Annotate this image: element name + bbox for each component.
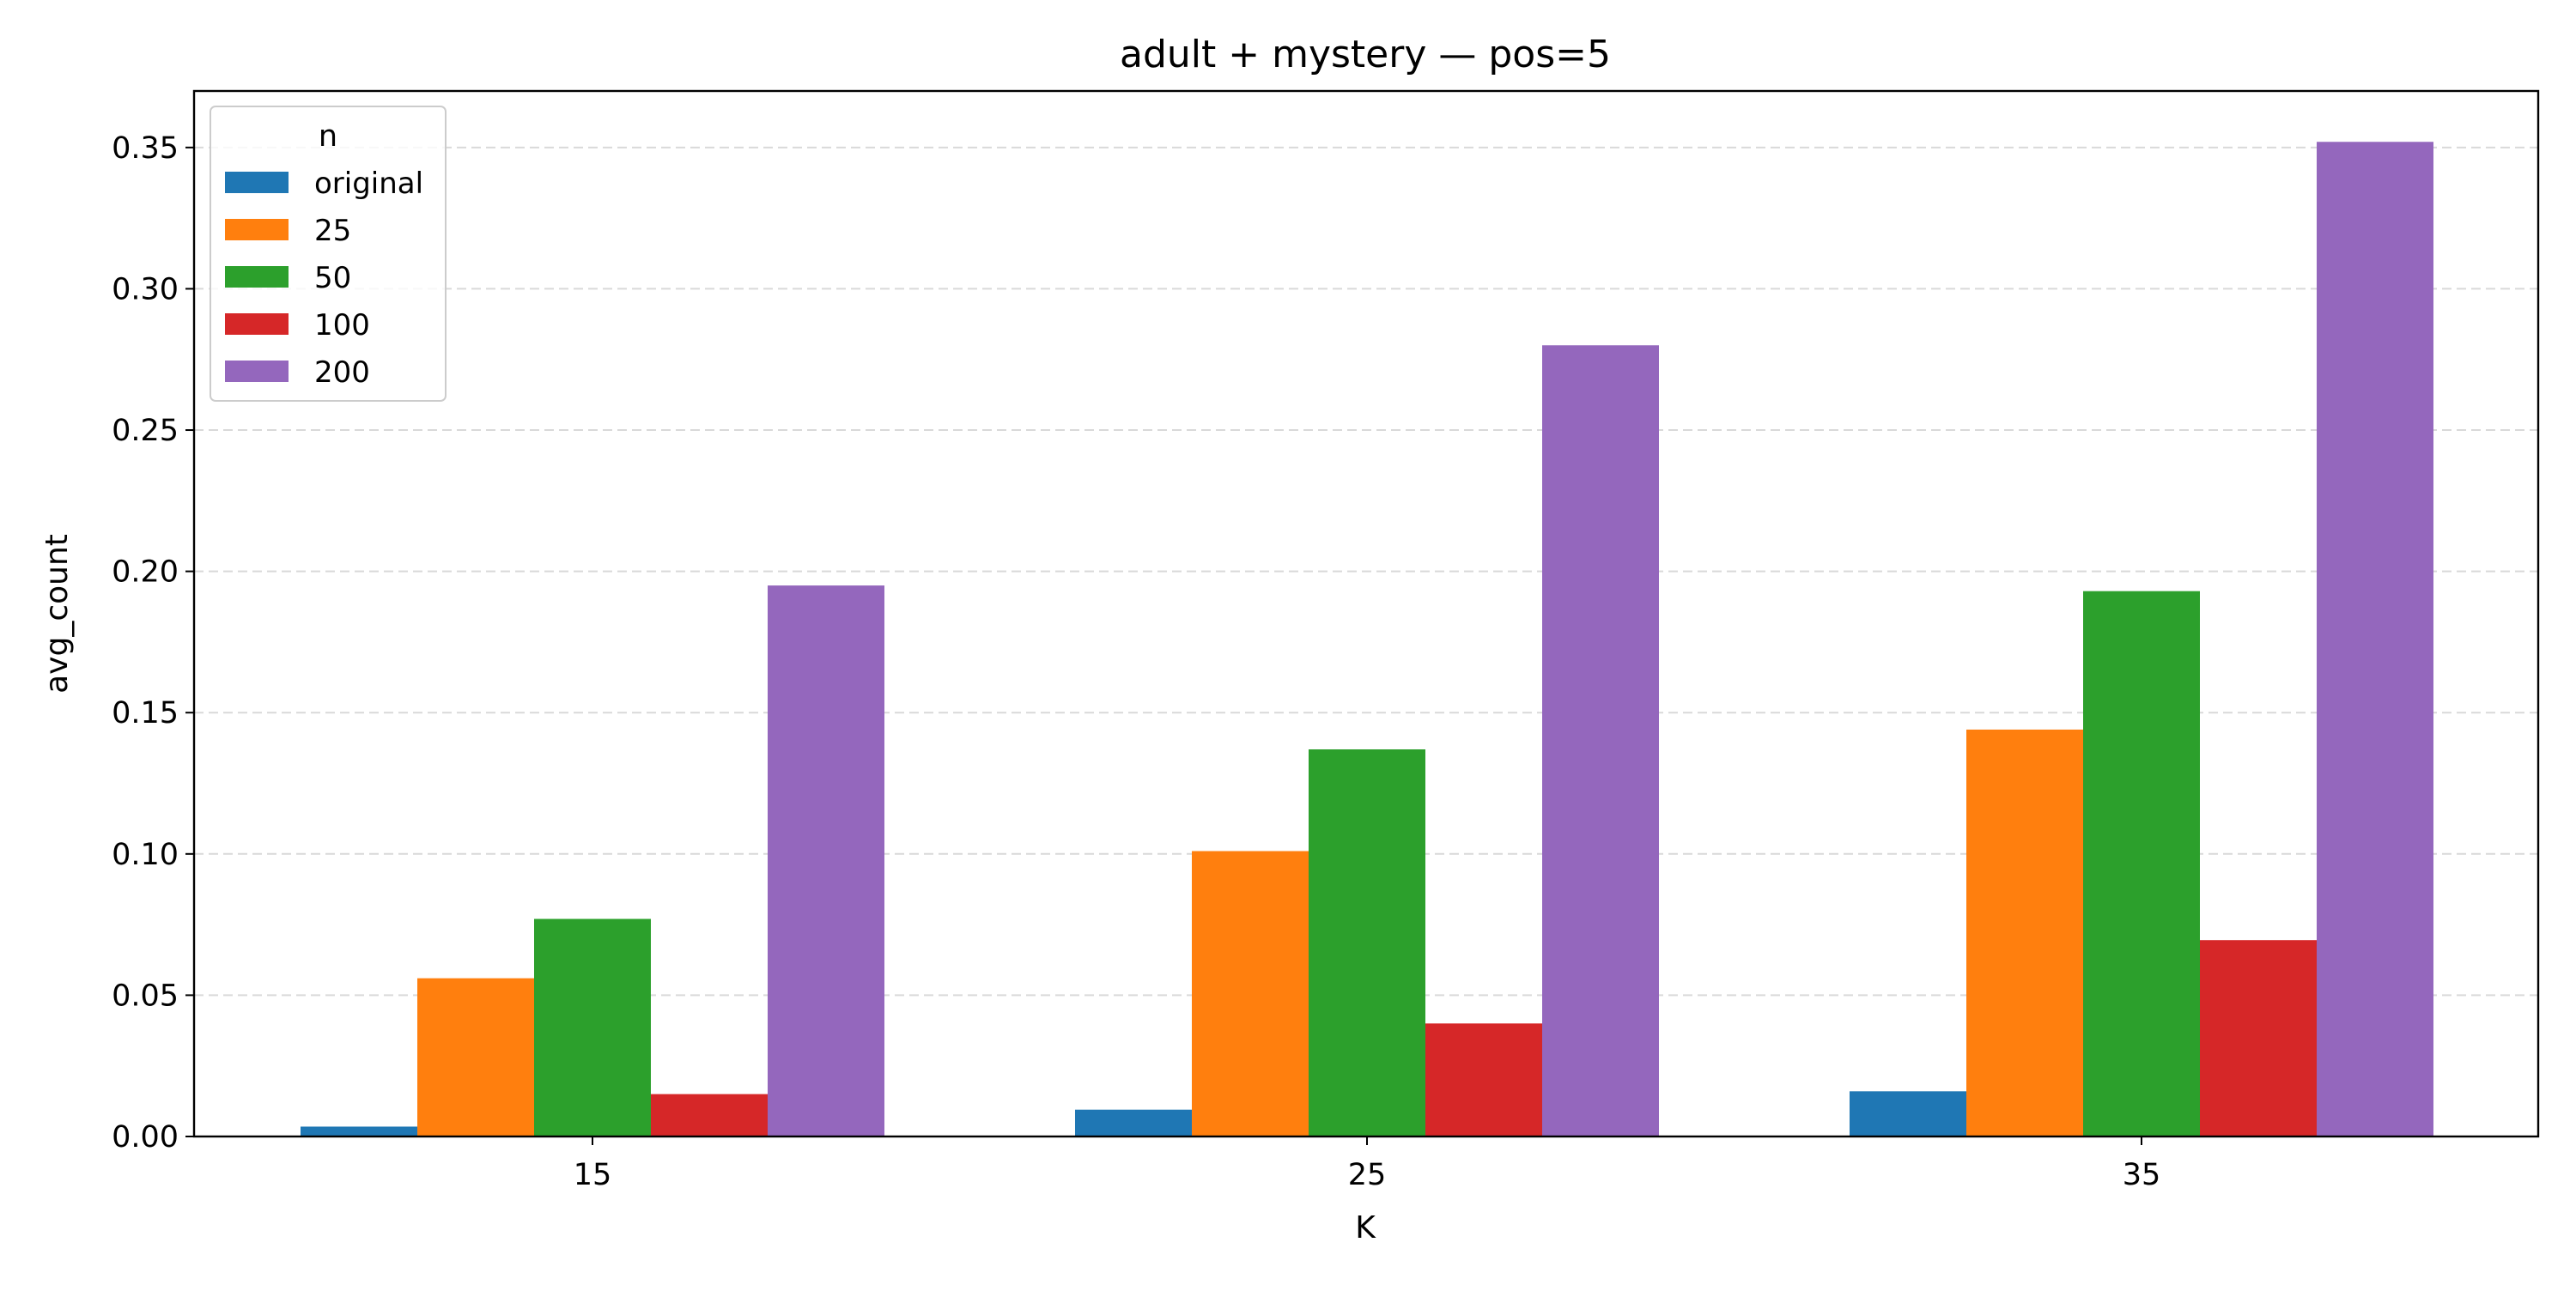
plot-frame [192, 89, 2540, 1138]
y-tick-label: 0.30 [112, 272, 179, 306]
x-tick-label: 15 [574, 1158, 612, 1192]
bar [417, 978, 534, 1136]
bar [2317, 142, 2433, 1137]
bar [301, 1126, 417, 1136]
bar [1542, 345, 1659, 1136]
legend-swatch [225, 361, 289, 382]
legend-label: 100 [314, 308, 370, 342]
y-tick-label: 0.20 [112, 555, 179, 590]
y-tick-label: 0.05 [112, 979, 179, 1013]
y-tick-label: 0.10 [112, 838, 179, 872]
y-tick-label: 0.15 [112, 696, 179, 730]
bar [1425, 1023, 1542, 1136]
y-tick-label: 0.00 [112, 1120, 179, 1155]
y-tick-label: 0.35 [112, 131, 179, 166]
bar [534, 918, 651, 1136]
x-tick-label: 35 [2123, 1158, 2161, 1192]
legend-title: n [319, 119, 337, 154]
bars [301, 142, 2433, 1137]
legend-label: 50 [314, 261, 351, 295]
legend-swatch [225, 172, 289, 193]
bar [651, 1094, 768, 1136]
legend-swatch [225, 266, 289, 288]
y-tick-label: 0.25 [112, 414, 179, 448]
bar [1309, 749, 1425, 1136]
legend-swatch [225, 219, 289, 240]
y-axis-label: avg_count [39, 534, 75, 694]
bar [1075, 1109, 1192, 1136]
legend-entries: original 25 50 100 200 [225, 167, 423, 390]
legend: n original 25 50 100 200 [210, 106, 447, 402]
legend-label: 25 [314, 214, 351, 248]
x-axis-label: K [1355, 1210, 1376, 1246]
legend-label: original [314, 167, 423, 201]
chart-title: adult + mystery — pos=5 [1120, 33, 1611, 76]
bar [1850, 1091, 1966, 1136]
bar [1966, 729, 2083, 1136]
axes: 0.00 0.05 0.10 0.15 0.20 0.25 0.30 0.35 15 25 35 [112, 131, 2160, 1192]
legend-label: 200 [314, 355, 370, 390]
bar [2083, 591, 2200, 1136]
legend-swatch [225, 313, 289, 335]
bar [768, 585, 884, 1136]
bar [2200, 940, 2317, 1136]
x-tick-label: 25 [1348, 1158, 1387, 1192]
bar [1192, 851, 1309, 1136]
